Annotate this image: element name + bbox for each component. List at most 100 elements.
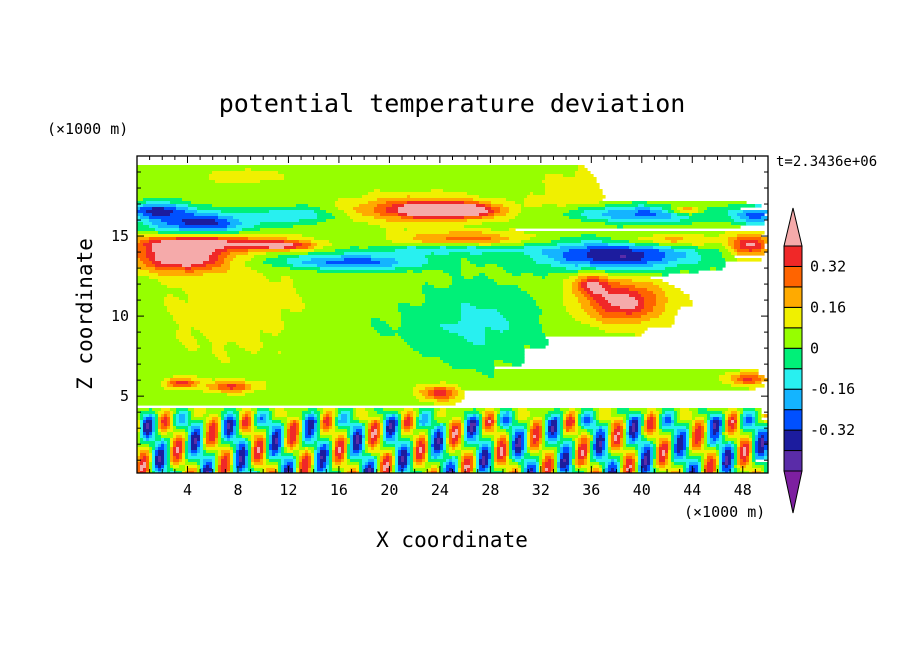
field-cell-3028 bbox=[692, 447, 702, 451]
field-cell-3682 bbox=[221, 462, 228, 466]
x-tick-label-6: 28 bbox=[481, 481, 499, 499]
field-cell-3114 bbox=[413, 450, 417, 454]
field-cell-2636 bbox=[350, 441, 354, 445]
field-cell-1773 bbox=[575, 423, 579, 427]
field-cell-4235 bbox=[623, 471, 627, 473]
field-cell-3817 bbox=[146, 465, 150, 469]
field-cell-1046 bbox=[137, 393, 228, 397]
field-cell-4065 bbox=[548, 468, 552, 472]
field-cell-675 bbox=[581, 291, 588, 295]
field-cell-3053 bbox=[167, 450, 171, 454]
field-cell-256 bbox=[617, 225, 624, 229]
field-cell-2469 bbox=[296, 438, 300, 442]
field-cell-1860 bbox=[308, 426, 315, 430]
field-cell-3012 bbox=[623, 447, 636, 451]
field-cell-2167 bbox=[308, 432, 312, 436]
field-cell-826 bbox=[539, 321, 582, 325]
field-cell-474 bbox=[266, 258, 288, 262]
field-cell-2575 bbox=[722, 438, 726, 442]
field-cell-317 bbox=[311, 240, 330, 244]
field-cell-2243 bbox=[635, 432, 639, 436]
field-cell-2557 bbox=[656, 438, 660, 442]
field-cell-588 bbox=[548, 273, 579, 277]
field-cell-1243 bbox=[188, 414, 192, 418]
field-cell-3443 bbox=[494, 456, 498, 460]
field-cell-944 bbox=[230, 360, 444, 364]
field-cell-3190 bbox=[731, 450, 735, 454]
field-cell-1458 bbox=[518, 417, 528, 421]
field-cell-2665 bbox=[458, 441, 462, 445]
field-cell-2095 bbox=[638, 429, 642, 433]
field-cell-2533 bbox=[557, 438, 561, 442]
field-cell-3163 bbox=[605, 450, 609, 454]
field-cell-3228 bbox=[248, 453, 252, 457]
field-cell-619 bbox=[599, 279, 609, 283]
field-cell-3699 bbox=[296, 462, 300, 466]
field-cell-2836 bbox=[524, 444, 528, 448]
field-cell-4124 bbox=[170, 471, 177, 473]
field-cell-1210 bbox=[650, 411, 654, 415]
field-cell-394 bbox=[215, 249, 228, 253]
field-cell-114 bbox=[521, 207, 579, 211]
field-cell-3214 bbox=[185, 453, 189, 457]
field-cell-2015 bbox=[320, 429, 324, 433]
field-cell-645 bbox=[563, 285, 573, 289]
field-cell-2103 bbox=[674, 429, 678, 433]
field-cell-497 bbox=[203, 261, 216, 265]
field-cell-2996 bbox=[557, 447, 561, 451]
field-cell-2066 bbox=[533, 429, 540, 433]
field-cell-84 bbox=[491, 204, 504, 208]
field-cell-3101 bbox=[347, 450, 351, 454]
field-cell-1859 bbox=[305, 426, 309, 430]
field-cell-50 bbox=[377, 198, 474, 202]
field-cell-2142 bbox=[206, 432, 210, 436]
field-cell-3792 bbox=[668, 462, 672, 466]
field-cell-960 bbox=[494, 372, 726, 376]
field-cell-3252 bbox=[341, 453, 345, 457]
field-cell-937 bbox=[422, 354, 525, 358]
field-cell-224 bbox=[509, 219, 582, 223]
field-cell-153 bbox=[680, 210, 699, 214]
field-cell-1370 bbox=[146, 417, 153, 421]
field-cell-3293 bbox=[515, 453, 522, 457]
field-cell-1829 bbox=[176, 426, 189, 430]
field-cell-1376 bbox=[167, 417, 171, 421]
field-cell-191 bbox=[218, 216, 234, 220]
field-cell-3782 bbox=[635, 462, 639, 466]
field-cell-462 bbox=[686, 255, 702, 259]
field-cell-542 bbox=[140, 267, 156, 271]
field-cell-2423 bbox=[755, 435, 759, 439]
field-cell-372 bbox=[368, 246, 408, 250]
field-cell-1217 bbox=[680, 411, 693, 415]
field-cell-2236 bbox=[611, 432, 615, 436]
field-cell-2306 bbox=[278, 435, 282, 439]
field-cell-3311 bbox=[593, 453, 597, 457]
field-cell-3258 bbox=[371, 453, 381, 457]
field-cell-2456 bbox=[251, 438, 255, 442]
field-cell-3104 bbox=[359, 450, 363, 454]
field-cell-3605 bbox=[539, 459, 543, 463]
field-cell-644 bbox=[518, 285, 564, 289]
field-cell-2599 bbox=[197, 441, 201, 445]
field-cell-2926 bbox=[269, 447, 273, 451]
field-cell-4188 bbox=[431, 471, 438, 473]
field-cell-1068 bbox=[137, 408, 150, 412]
field-cell-2153 bbox=[242, 432, 267, 436]
field-cell-3876 bbox=[392, 465, 396, 469]
field-cell-941 bbox=[440, 357, 525, 361]
field-cell-2792 bbox=[347, 444, 351, 448]
field-cell-3193 bbox=[740, 450, 744, 454]
field-cell-1246 bbox=[203, 414, 210, 418]
field-cell-3297 bbox=[542, 453, 546, 457]
field-cell-110 bbox=[485, 207, 492, 211]
field-cell-2277 bbox=[149, 435, 153, 439]
field-cell-1189 bbox=[506, 411, 510, 415]
field-cell-894 bbox=[260, 339, 405, 343]
field-cell-3838 bbox=[227, 465, 231, 469]
field-cell-359 bbox=[761, 243, 765, 247]
field-cell-698 bbox=[137, 297, 165, 301]
field-cell-2609 bbox=[248, 441, 252, 445]
field-cell-3377 bbox=[233, 456, 237, 460]
field-cell-3181 bbox=[680, 450, 684, 454]
field-cell-1160 bbox=[323, 411, 327, 415]
